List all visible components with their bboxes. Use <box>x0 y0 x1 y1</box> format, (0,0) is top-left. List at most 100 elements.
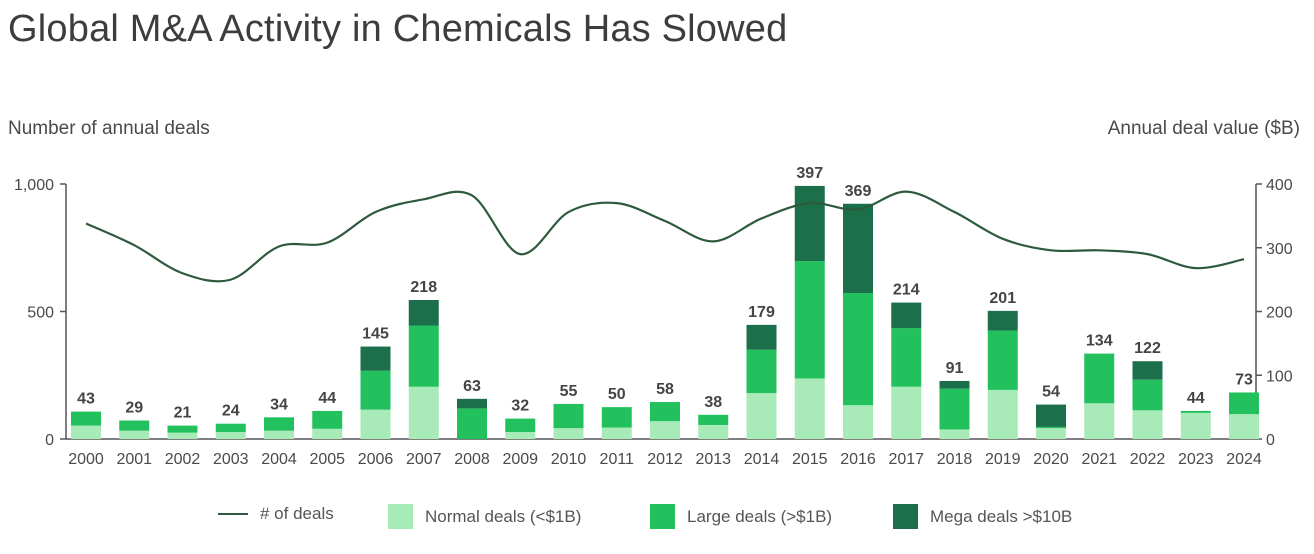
bar-total-label-2017: 214 <box>893 282 920 299</box>
bar-total-label-2023: 44 <box>1187 390 1205 407</box>
bar-mega-2022 <box>1132 361 1163 380</box>
bar-normal-2020 <box>1036 428 1066 439</box>
right-tick-label: 200 <box>1266 305 1293 322</box>
x-tick-label-2004: 2004 <box>261 451 297 468</box>
bar-large-2020 <box>1036 426 1066 429</box>
bar-mega-2015 <box>794 185 825 262</box>
bar-normal-2016 <box>843 405 873 439</box>
x-tick-label-2005: 2005 <box>309 451 345 468</box>
bar-large-2024 <box>1229 392 1259 415</box>
bar-large-2021 <box>1084 353 1115 404</box>
bar-total-label-2013: 38 <box>704 394 722 411</box>
right-tick-label: 400 <box>1266 177 1293 194</box>
legend-item-mega: Mega deals >$10B <box>893 504 1072 529</box>
x-tick-label-2009: 2009 <box>502 451 538 468</box>
x-tick-label-2011: 2011 <box>600 451 635 468</box>
bar-total-label-2009: 32 <box>511 398 529 415</box>
left-tick-label: 0 <box>45 432 54 449</box>
bar-large-2004 <box>264 417 294 431</box>
bar-normal-2014 <box>746 393 777 439</box>
bar-normal-2018 <box>939 429 970 439</box>
legend: # of deals Normal deals (<$1B) Large dea… <box>0 504 1314 534</box>
bar-normal-2009 <box>505 431 536 439</box>
x-tick-label-2024: 2024 <box>1226 451 1262 468</box>
bar-total-label-2008: 63 <box>463 378 481 395</box>
bar-total-label-2004: 34 <box>270 396 288 413</box>
left-tick-label: 1,000 <box>14 177 54 194</box>
bar-large-2012 <box>650 402 680 422</box>
legend-swatch-large <box>650 504 675 529</box>
legend-line-swatch <box>218 513 248 515</box>
bar-total-label-2000: 43 <box>77 391 95 408</box>
bar-large-2022 <box>1132 379 1163 411</box>
legend-swatch-mega <box>893 504 918 529</box>
bar-normal-2007 <box>408 386 439 439</box>
x-tick-label-2019: 2019 <box>985 451 1021 468</box>
x-tick-label-2014: 2014 <box>744 451 780 468</box>
bar-large-2009 <box>505 418 536 432</box>
legend-swatch-normal <box>388 504 413 529</box>
bar-normal-2006 <box>360 409 391 439</box>
x-tick-label-2013: 2013 <box>695 451 731 468</box>
legend-label-mega: Mega deals >$10B <box>930 506 1073 526</box>
bar-total-label-2012: 58 <box>656 381 674 398</box>
right-tick-label: 300 <box>1266 241 1293 258</box>
bar-normal-2013 <box>698 424 729 439</box>
bar-normal-2021 <box>1084 403 1115 439</box>
x-tick-label-2021: 2021 <box>1081 451 1117 468</box>
bar-large-2005 <box>312 410 343 429</box>
x-tick-label-2017: 2017 <box>888 451 924 468</box>
bar-total-label-2007: 218 <box>410 279 437 296</box>
left-axis-label: Number of annual deals <box>8 118 210 139</box>
bar-total-label-2020: 54 <box>1042 384 1060 401</box>
legend-label-normal: Normal deals (<$1B) <box>425 506 582 526</box>
bar-total-label-2014: 179 <box>748 304 775 321</box>
x-tick-label-2015: 2015 <box>792 451 828 468</box>
bar-total-label-2022: 122 <box>1134 340 1161 357</box>
bar-large-2023 <box>1180 410 1211 413</box>
x-tick-label-2023: 2023 <box>1178 451 1214 468</box>
bar-large-2003 <box>215 423 246 432</box>
bar-large-2008 <box>457 408 487 439</box>
x-tick-label-2006: 2006 <box>358 451 394 468</box>
bar-total-label-2015: 397 <box>796 165 823 182</box>
bar-total-label-2002: 21 <box>174 405 192 422</box>
bar-total-label-2010: 55 <box>560 383 578 400</box>
bar-total-label-2024: 73 <box>1235 371 1253 388</box>
bar-large-2015 <box>794 261 825 379</box>
deals-line <box>85 190 1245 283</box>
bar-normal-2010 <box>553 428 584 439</box>
bar-normal-2012 <box>650 421 680 439</box>
bar-total-label-2019: 201 <box>989 290 1016 307</box>
bar-normal-2004 <box>264 430 294 439</box>
x-tick-label-2001: 2001 <box>116 451 152 468</box>
x-tick-label-2007: 2007 <box>406 451 442 468</box>
bar-large-2001 <box>119 420 150 431</box>
x-tick-label-2010: 2010 <box>551 451 587 468</box>
bar-mega-2018 <box>939 380 970 389</box>
bar-large-2000 <box>71 411 101 426</box>
bar-mega-2020 <box>1036 404 1066 427</box>
bar-mega-2017 <box>891 302 922 329</box>
bar-normal-2003 <box>215 431 246 439</box>
bar-large-2007 <box>408 325 439 387</box>
x-tick-label-2020: 2020 <box>1033 451 1069 468</box>
right-axis-label: Annual deal value ($B) <box>1107 118 1300 139</box>
x-tick-label-2002: 2002 <box>165 451 201 468</box>
bar-normal-2001 <box>119 430 150 439</box>
bar-large-2014 <box>746 349 777 394</box>
legend-label-deals: # of deals <box>260 504 334 523</box>
bar-total-label-2001: 29 <box>125 400 143 417</box>
x-tick-label-2022: 2022 <box>1130 451 1166 468</box>
bar-total-label-2011: 50 <box>608 386 626 403</box>
bar-large-2016 <box>843 293 873 406</box>
bar-mega-2016 <box>843 203 873 294</box>
x-tick-label-2018: 2018 <box>937 451 973 468</box>
legend-item-normal: Normal deals (<$1B) <box>388 504 581 529</box>
bar-large-2017 <box>891 328 922 387</box>
bar-mega-2019 <box>987 310 1018 331</box>
bar-normal-2017 <box>891 386 922 439</box>
right-tick-label: 100 <box>1266 368 1293 385</box>
bar-total-label-2003: 24 <box>222 403 240 420</box>
right-tick-label: 0 <box>1266 432 1275 449</box>
